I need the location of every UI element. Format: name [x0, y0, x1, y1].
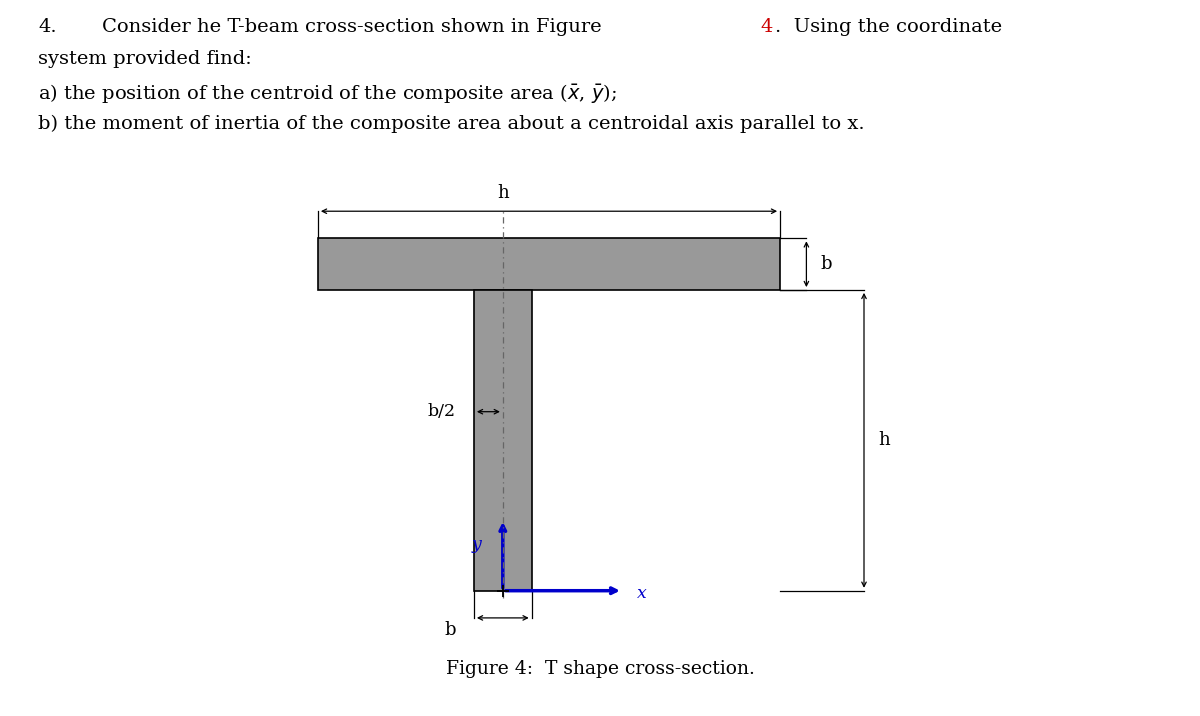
Text: a) the position of the centroid of the composite area ($\bar{x}$, $\bar{y}$);: a) the position of the centroid of the c… — [38, 82, 617, 105]
Text: x: x — [637, 585, 647, 602]
Text: Figure 4:  T shape cross-section.: Figure 4: T shape cross-section. — [445, 660, 755, 679]
Text: h: h — [497, 184, 509, 202]
Bar — [474, 290, 532, 591]
Text: Consider he T-beam cross-section shown in Figure: Consider he T-beam cross-section shown i… — [102, 18, 608, 36]
Text: 4: 4 — [761, 18, 773, 36]
Text: b: b — [821, 255, 833, 274]
Text: h: h — [878, 431, 890, 450]
Text: b: b — [444, 621, 456, 639]
Text: b) the moment of inertia of the composite area about a centroidal axis parallel : b) the moment of inertia of the composit… — [38, 115, 865, 132]
Text: b/2: b/2 — [428, 403, 456, 420]
Bar — [318, 238, 780, 290]
Text: system provided find:: system provided find: — [38, 50, 252, 68]
Text: y: y — [472, 536, 481, 553]
Text: 4.: 4. — [38, 18, 58, 36]
Text: .  Using the coordinate: . Using the coordinate — [775, 18, 1002, 36]
